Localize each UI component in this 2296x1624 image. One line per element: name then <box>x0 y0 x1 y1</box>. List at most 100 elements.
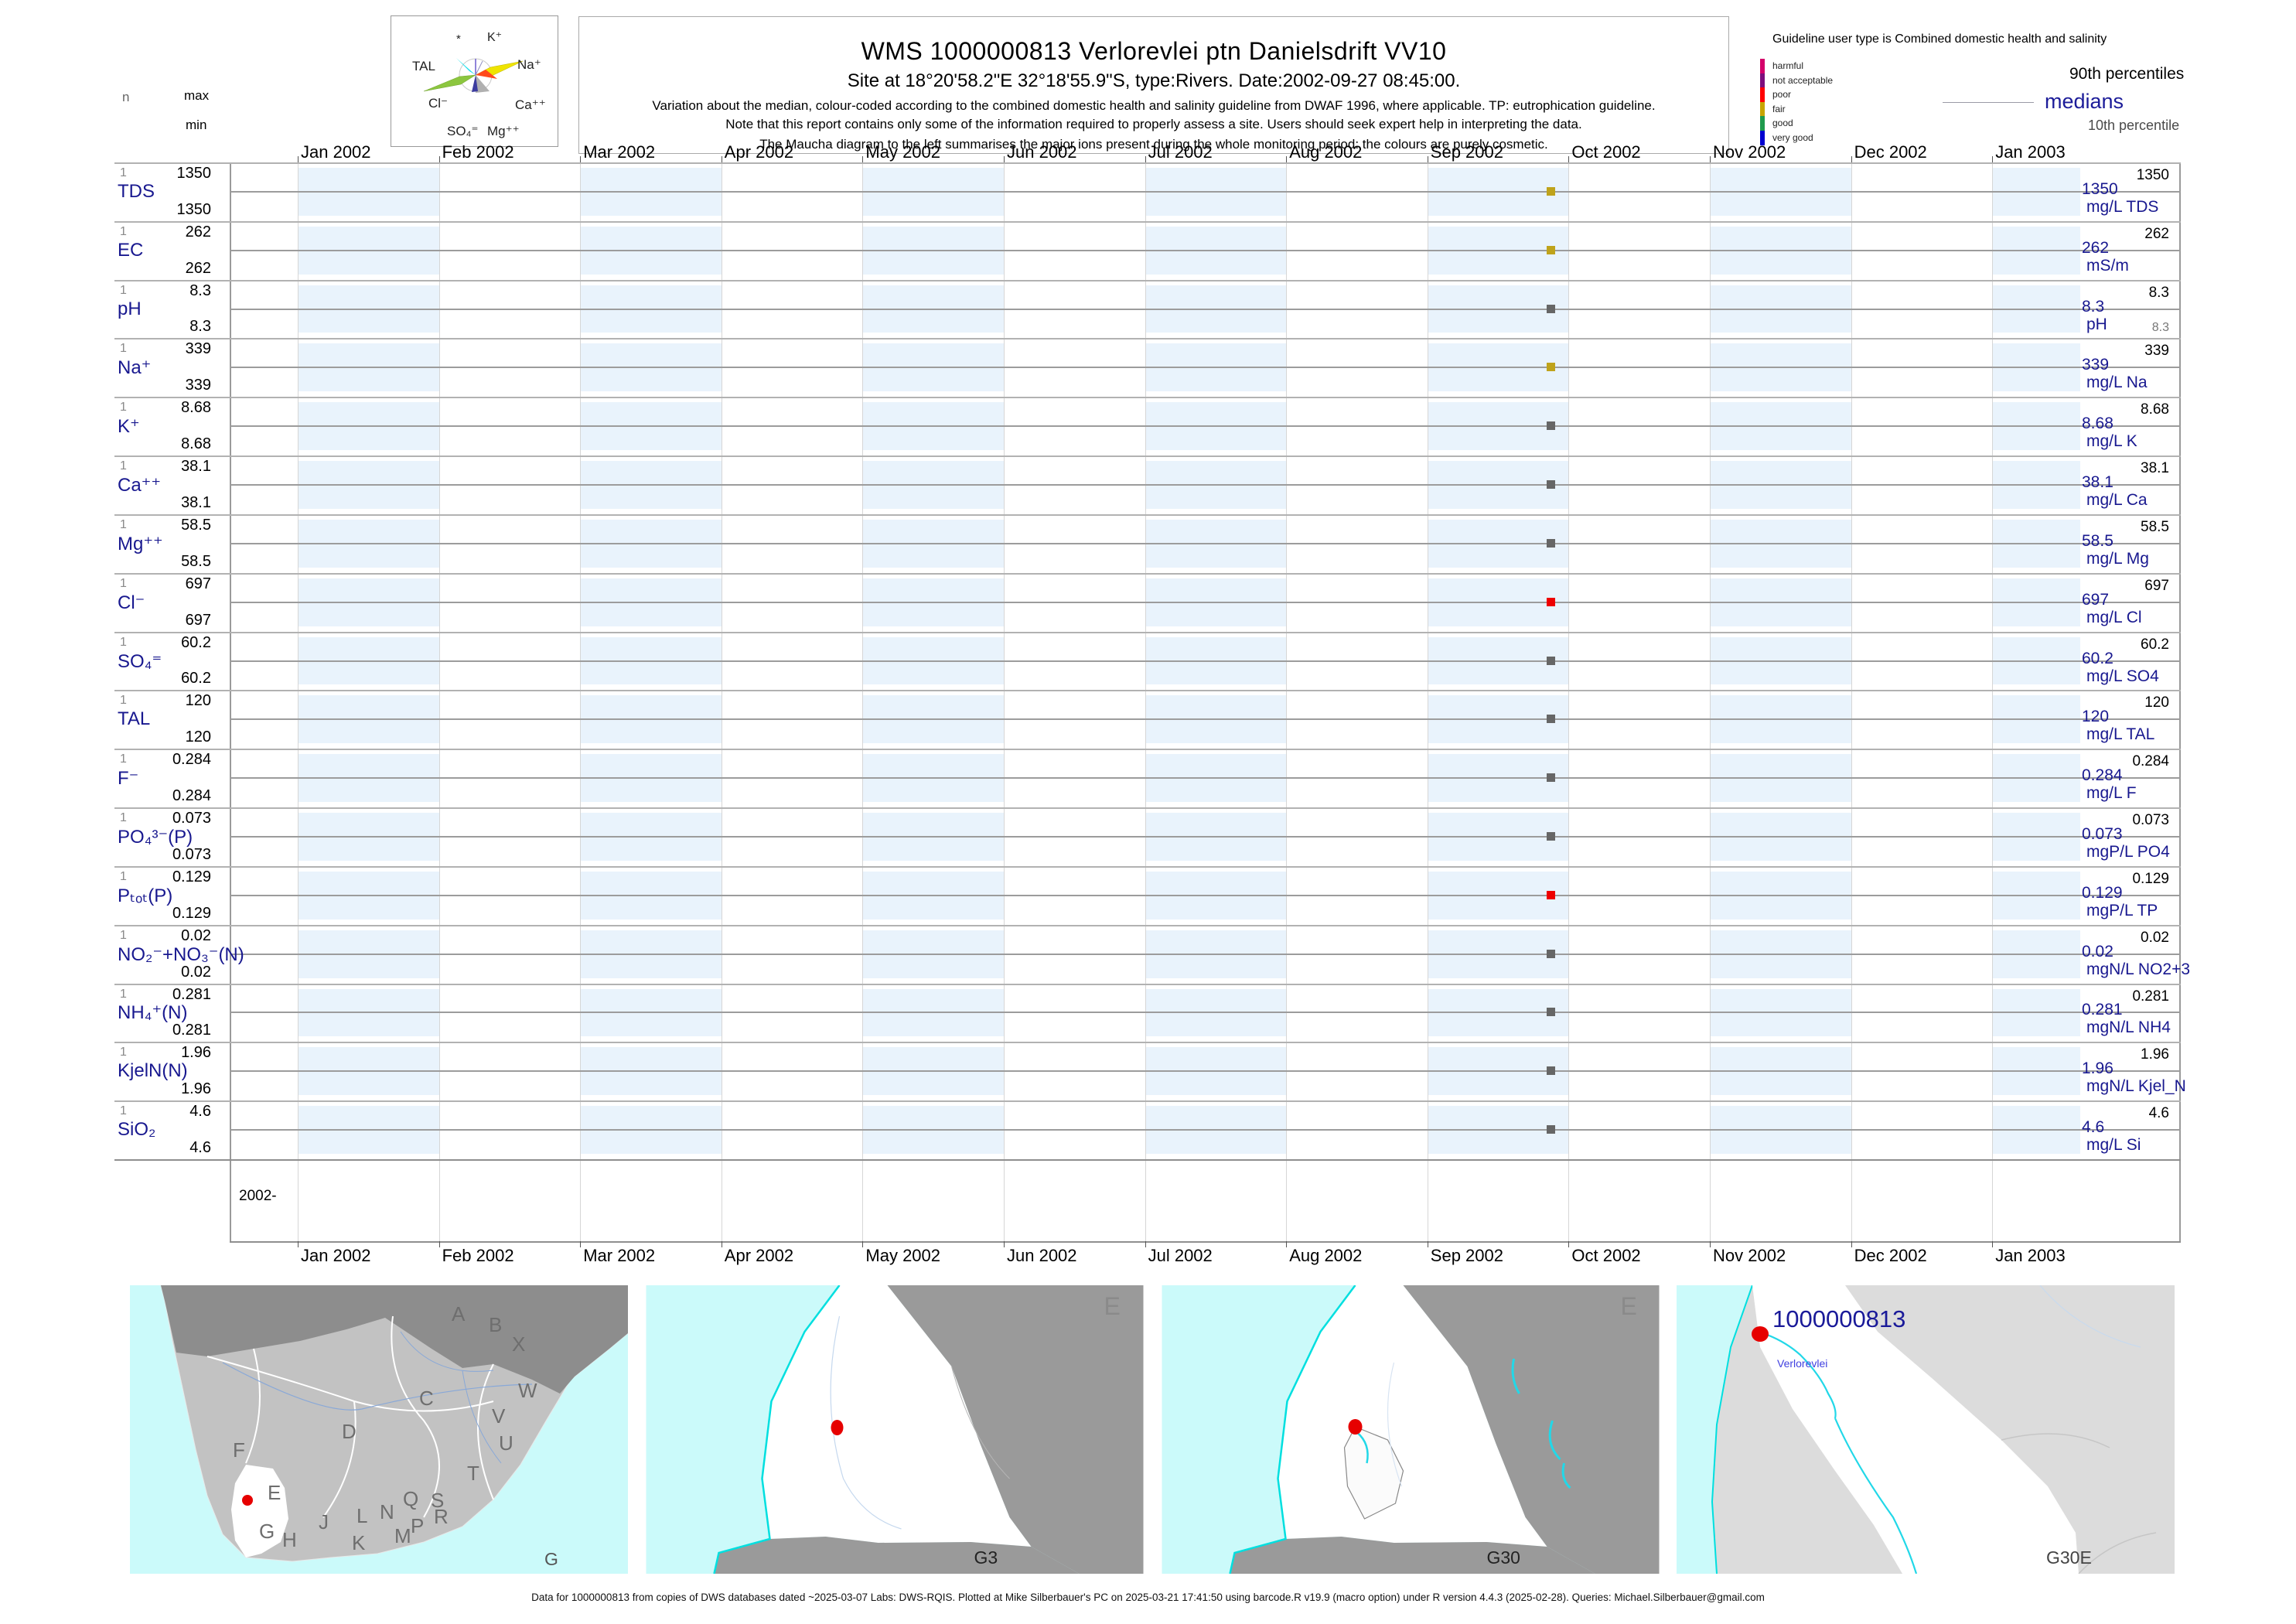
row-parameter-label: TAL <box>118 708 151 730</box>
row-unit-label: mg/L F <box>2086 784 2137 803</box>
month-tick-top <box>580 156 582 162</box>
month-label-bottom: Dec 2002 <box>1854 1246 1927 1265</box>
row-n-count: 1 <box>120 987 127 1001</box>
drainage-region-letter: M <box>394 1524 411 1547</box>
row-parameter-label: Ca⁺⁺ <box>118 475 162 496</box>
row-boundary-line <box>114 1042 2181 1044</box>
row-unit-label: mS/m <box>2086 256 2129 275</box>
row-n-count: 1 <box>120 517 127 531</box>
chart-right-border <box>2179 162 2181 1241</box>
row-p90-value: 8.3 <box>2148 284 2169 301</box>
catchment-g30e-area <box>1752 1285 2079 1574</box>
row-min-value: 8.68 <box>181 435 211 453</box>
data-point-marker <box>1547 715 1555 724</box>
month-tick-top <box>298 156 299 162</box>
month-label-top: Dec 2002 <box>1854 142 1927 162</box>
month-gridline <box>1004 162 1005 1241</box>
guideline-class-label: poor <box>1772 89 1792 101</box>
row-unit-label: mg/L K <box>2086 432 2137 451</box>
maucha-ca-label: Ca⁺⁺ <box>515 97 546 112</box>
guideline-class-swatch <box>1760 131 1765 145</box>
row-max-value: 38.1 <box>181 458 211 476</box>
region-g3-area <box>762 1285 1032 1547</box>
maucha-diagram-legend: * K⁺ TAL Na⁺ Cl⁻ Ca⁺⁺ SO₄⁼ Mg⁺⁺ <box>391 15 558 147</box>
row-p90-value: 0.073 <box>2132 812 2169 829</box>
row-n-count: 1 <box>120 401 127 415</box>
month-gridline <box>1851 162 1852 1241</box>
row-p90-value: 38.1 <box>2141 460 2169 477</box>
row-max-value: 60.2 <box>181 633 211 651</box>
drainage-region-letters: A BX C WVU D F T E Q SR NL PM JK G H <box>233 1302 537 1554</box>
row-max-value: 0.073 <box>172 810 211 827</box>
row-median-value: 1350 <box>2082 179 2118 198</box>
month-label-bottom: May 2002 <box>865 1246 941 1265</box>
map-label: G30E <box>2046 1547 2092 1568</box>
maucha-cl-label: Cl⁻ <box>428 96 448 111</box>
row-median-line <box>230 190 2181 193</box>
row-median-value: 120 <box>2082 708 2110 726</box>
site-dot <box>1752 1326 1769 1342</box>
row-unit-label: mg/L Na <box>2086 374 2148 392</box>
maucha-k-label: K⁺ <box>487 31 502 44</box>
drainage-region-letter: C <box>419 1387 434 1410</box>
guideline-class-swatch <box>1760 73 1765 88</box>
row-p90-value: 58.5 <box>2141 518 2169 535</box>
month-tick-bottom <box>1992 1241 1994 1247</box>
month-label-top: Nov 2002 <box>1713 142 1786 162</box>
guideline-user-type-label: Guideline user type is Combined domestic… <box>1772 32 2107 46</box>
row-parameter-label: pH <box>118 298 142 319</box>
drainage-region-letter: H <box>282 1528 297 1551</box>
row-median-value: 1.96 <box>2082 1059 2113 1078</box>
row-parameter-label: SO₄⁼ <box>118 650 162 672</box>
row-boundary-line <box>114 749 2181 751</box>
row-p90-value: 1350 <box>2136 167 2169 183</box>
p90-legend-label: 90th percentiles <box>2069 65 2185 83</box>
data-point-marker <box>1547 890 1555 899</box>
row-max-value: 0.284 <box>172 751 211 769</box>
data-point-marker <box>1547 304 1555 313</box>
drainage-region-letter: F <box>233 1438 245 1462</box>
data-point-marker <box>1547 421 1555 431</box>
row-n-count: 1 <box>120 694 127 708</box>
month-label-bottom: Aug 2002 <box>1289 1246 1363 1265</box>
drainage-region-letter: P <box>411 1514 424 1537</box>
inland <box>887 1285 1144 1574</box>
drainage-region-letter: V <box>492 1404 506 1428</box>
month-label-top: Jul 2002 <box>1148 142 1213 162</box>
row-parameter-label: K⁺ <box>118 416 140 438</box>
row-min-value: 4.6 <box>189 1139 211 1156</box>
maucha-na-label: Na⁺ <box>517 57 541 72</box>
row-unit-label: mg/L Cl <box>2086 608 2142 626</box>
row-median-value: 697 <box>2082 590 2110 609</box>
row-parameter-label: F⁻ <box>118 768 139 790</box>
row-p90-value: 0.281 <box>2132 988 2169 1005</box>
month-tick-bottom <box>1710 1241 1711 1247</box>
month-tick-bottom <box>1568 1241 1570 1247</box>
year-axis-label: 2002- <box>239 1188 277 1204</box>
row-p90-value: 8.68 <box>2141 401 2169 418</box>
drainage-region-letter: Q <box>403 1487 418 1510</box>
row-p10-value: 8.3 <box>2151 321 2169 335</box>
row-median-line <box>230 308 2181 310</box>
month-tick-top <box>1004 156 1005 162</box>
month-tick-top <box>1568 156 1570 162</box>
row-parameter-label: TDS <box>118 180 155 202</box>
row-median-line <box>230 425 2181 428</box>
row-p90-value: 1.96 <box>2141 1046 2169 1063</box>
row-median-line <box>230 953 2181 955</box>
maucha-mg-wedge <box>476 75 490 93</box>
month-tick-top <box>1851 156 1852 162</box>
cape-land <box>714 1537 1080 1574</box>
chart-left-border <box>230 162 231 1241</box>
month-tick-bottom <box>1851 1241 1852 1247</box>
data-point-marker <box>1547 1008 1555 1017</box>
data-point-marker <box>1547 656 1555 665</box>
row-max-value: 8.3 <box>189 281 211 299</box>
row-median-line <box>230 542 2181 544</box>
month-label-top: Jan 2003 <box>1995 142 2066 162</box>
month-label-bottom: Apr 2002 <box>724 1246 794 1265</box>
data-point-marker <box>1547 538 1555 548</box>
month-tick-top <box>438 156 440 162</box>
row-boundary-line <box>114 865 2181 868</box>
data-point-marker <box>1547 363 1555 372</box>
